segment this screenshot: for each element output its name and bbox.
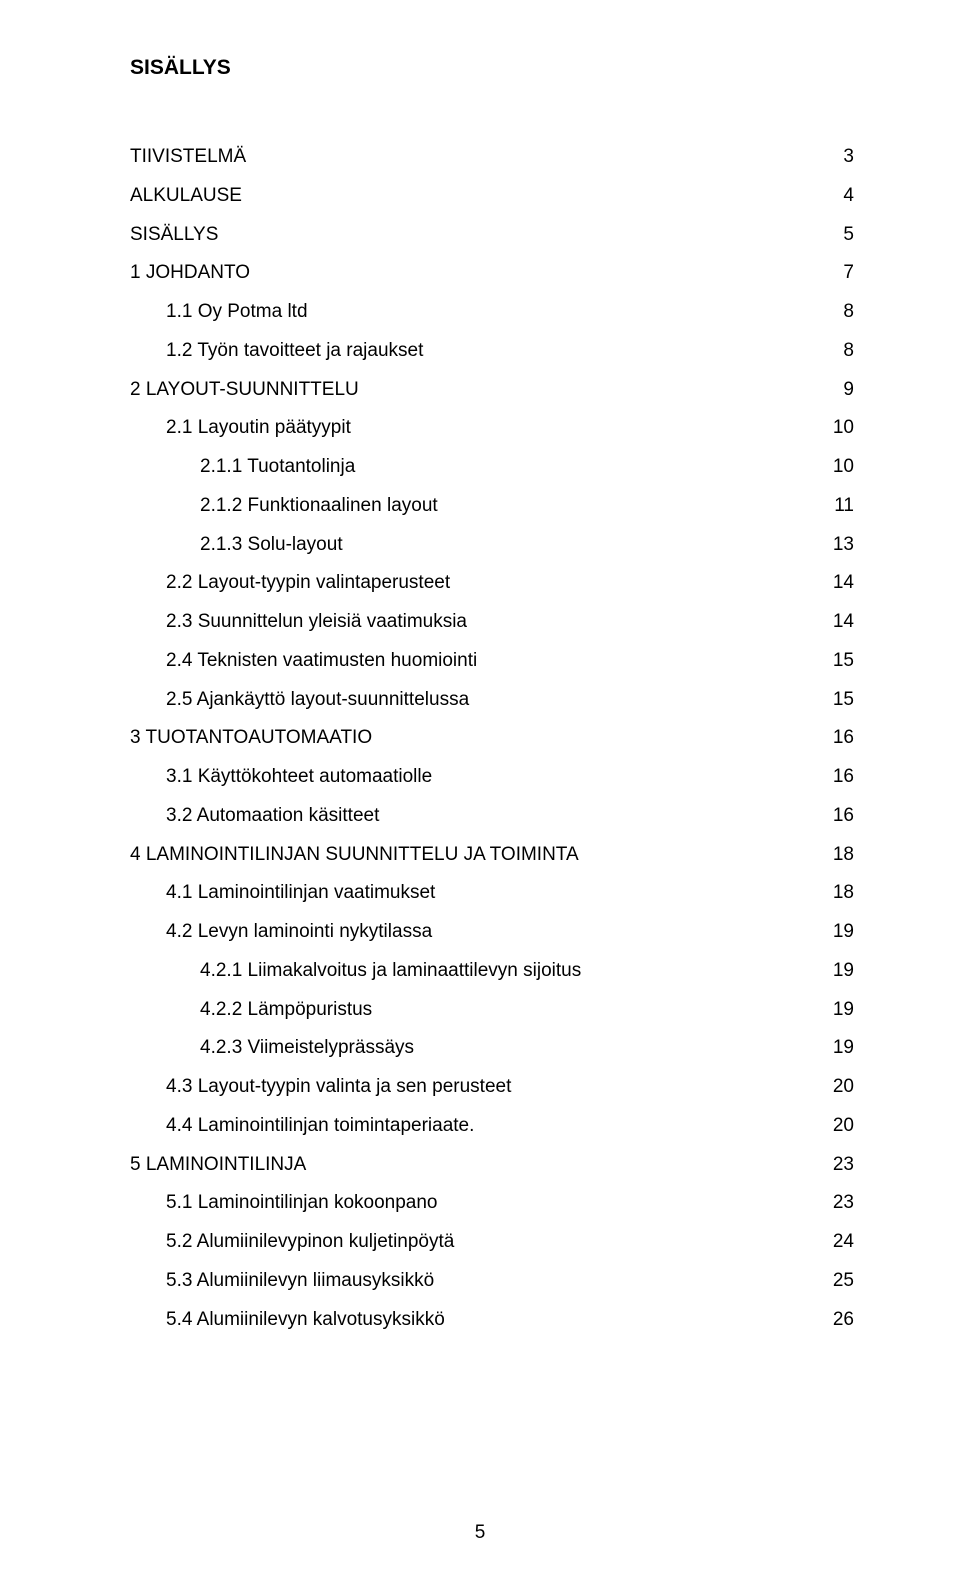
toc-label: 2.1.1 Tuotantolinja [130, 448, 804, 487]
toc-row: 4.3 Layout-tyypin valinta ja sen peruste… [130, 1068, 854, 1107]
toc-page: 16 [804, 758, 854, 797]
toc-page: 19 [804, 1029, 854, 1068]
toc-row: 2.1.1 Tuotantolinja10 [130, 448, 854, 487]
toc-page: 8 [804, 332, 854, 371]
toc-row: 1.1 Oy Potma ltd8 [130, 293, 854, 332]
toc-label: 4.4 Laminointilinjan toimintaperiaate. [130, 1107, 804, 1146]
page-number: 5 [0, 1522, 960, 1544]
toc-row: 2.2 Layout-tyypin valintaperusteet14 [130, 564, 854, 603]
toc-page: 4 [804, 177, 854, 216]
toc-row: 5.1 Laminointilinjan kokoonpano23 [130, 1184, 854, 1223]
toc-label: 2.2 Layout-tyypin valintaperusteet [130, 564, 804, 603]
toc-label: 4.2.3 Viimeistelyprässäys [130, 1029, 804, 1068]
toc-row: 5.4 Alumiinilevyn kalvotusyksikkö26 [130, 1301, 854, 1340]
toc-label: SISÄLLYS [130, 216, 804, 255]
toc-page: 16 [804, 797, 854, 836]
toc-row: 3.2 Automaation käsitteet16 [130, 797, 854, 836]
toc-label: 2.5 Ajankäyttö layout-suunnittelussa [130, 681, 804, 720]
toc-page: 11 [804, 487, 854, 526]
toc-row: 4.2 Levyn laminointi nykytilassa19 [130, 913, 854, 952]
toc-label: 2.1 Layoutin päätyypit [130, 409, 804, 448]
toc-row: 4 LAMINOINTILINJAN SUUNNITTELU JA TOIMIN… [130, 836, 854, 875]
toc-page: 9 [804, 371, 854, 410]
toc-page: 23 [804, 1146, 854, 1185]
toc-page: 8 [804, 293, 854, 332]
toc-page: 16 [804, 719, 854, 758]
toc-row: 4.4 Laminointilinjan toimintaperiaate.20 [130, 1107, 854, 1146]
toc-row: 5.2 Alumiinilevypinon kuljetinpöytä24 [130, 1223, 854, 1262]
toc-page: 20 [804, 1068, 854, 1107]
toc-page: 3 [804, 138, 854, 177]
toc-label: 2.1.3 Solu-layout [130, 526, 804, 565]
toc-label: 4.2 Levyn laminointi nykytilassa [130, 913, 804, 952]
toc-page: 18 [804, 836, 854, 875]
toc-label: 2.4 Teknisten vaatimusten huomiointi [130, 642, 804, 681]
toc-label: 5.2 Alumiinilevypinon kuljetinpöytä [130, 1223, 804, 1262]
toc-page: 13 [804, 526, 854, 565]
toc-page: 7 [804, 254, 854, 293]
toc-row: 5 LAMINOINTILINJA23 [130, 1146, 854, 1185]
toc-row: 4.2.3 Viimeistelyprässäys19 [130, 1029, 854, 1068]
toc-label: 4 LAMINOINTILINJAN SUUNNITTELU JA TOIMIN… [130, 836, 804, 875]
toc-row: 5.3 Alumiinilevyn liimausyksikkö25 [130, 1262, 854, 1301]
toc-row: TIIVISTELMÄ3 [130, 138, 854, 177]
toc-label: 1.1 Oy Potma ltd [130, 293, 804, 332]
toc-row: 1.2 Työn tavoitteet ja rajaukset8 [130, 332, 854, 371]
toc-label: ALKULAUSE [130, 177, 804, 216]
toc-label: 3 TUOTANTOAUTOMAATIO [130, 719, 804, 758]
toc-label: 3.2 Automaation käsitteet [130, 797, 804, 836]
toc-label: 4.2.2 Lämpöpuristus [130, 991, 804, 1030]
toc-label: 2 LAYOUT-SUUNNITTELU [130, 371, 804, 410]
toc-page: 14 [804, 564, 854, 603]
toc-row: ALKULAUSE4 [130, 177, 854, 216]
toc-label: 4.3 Layout-tyypin valinta ja sen peruste… [130, 1068, 804, 1107]
toc-label: 4.2.1 Liimakalvoitus ja laminaattilevyn … [130, 952, 804, 991]
toc-row: 2.1 Layoutin päätyypit10 [130, 409, 854, 448]
toc-label: 5.1 Laminointilinjan kokoonpano [130, 1184, 804, 1223]
toc-page: 26 [804, 1301, 854, 1340]
toc-container: TIIVISTELMÄ3ALKULAUSE4SISÄLLYS51 JOHDANT… [130, 138, 854, 1339]
toc-row: SISÄLLYS5 [130, 216, 854, 255]
toc-page: 14 [804, 603, 854, 642]
toc-row: 1 JOHDANTO7 [130, 254, 854, 293]
toc-page: 10 [804, 409, 854, 448]
toc-row: 2.5 Ajankäyttö layout-suunnittelussa15 [130, 681, 854, 720]
toc-label: 1.2 Työn tavoitteet ja rajaukset [130, 332, 804, 371]
toc-page: 18 [804, 874, 854, 913]
toc-label: 5.4 Alumiinilevyn kalvotusyksikkö [130, 1301, 804, 1340]
toc-page: 20 [804, 1107, 854, 1146]
toc-label: 3.1 Käyttökohteet automaatiolle [130, 758, 804, 797]
toc-row: 4.1 Laminointilinjan vaatimukset18 [130, 874, 854, 913]
toc-row: 2 LAYOUT-SUUNNITTELU9 [130, 371, 854, 410]
toc-label: 4.1 Laminointilinjan vaatimukset [130, 874, 804, 913]
toc-page: 24 [804, 1223, 854, 1262]
toc-page: 19 [804, 991, 854, 1030]
toc-page: 19 [804, 913, 854, 952]
toc-page: 23 [804, 1184, 854, 1223]
toc-row: 2.4 Teknisten vaatimusten huomiointi15 [130, 642, 854, 681]
toc-label: 5.3 Alumiinilevyn liimausyksikkö [130, 1262, 804, 1301]
toc-label: 1 JOHDANTO [130, 254, 804, 293]
toc-row: 4.2.1 Liimakalvoitus ja laminaattilevyn … [130, 952, 854, 991]
toc-label: 5 LAMINOINTILINJA [130, 1146, 804, 1185]
toc-label: TIIVISTELMÄ [130, 138, 804, 177]
toc-page: 5 [804, 216, 854, 255]
toc-row: 2.3 Suunnittelun yleisiä vaatimuksia14 [130, 603, 854, 642]
toc-label: 2.1.2 Funktionaalinen layout [130, 487, 804, 526]
toc-row: 4.2.2 Lämpöpuristus19 [130, 991, 854, 1030]
toc-page: 10 [804, 448, 854, 487]
toc-page: 19 [804, 952, 854, 991]
toc-page: 15 [804, 642, 854, 681]
toc-page: 25 [804, 1262, 854, 1301]
toc-row: 2.1.2 Funktionaalinen layout11 [130, 487, 854, 526]
toc-row: 3 TUOTANTOAUTOMAATIO16 [130, 719, 854, 758]
toc-label: 2.3 Suunnittelun yleisiä vaatimuksia [130, 603, 804, 642]
toc-row: 2.1.3 Solu-layout13 [130, 526, 854, 565]
toc-row: 3.1 Käyttökohteet automaatiolle16 [130, 758, 854, 797]
toc-page: 15 [804, 681, 854, 720]
page-title: SISÄLLYS [130, 56, 854, 80]
